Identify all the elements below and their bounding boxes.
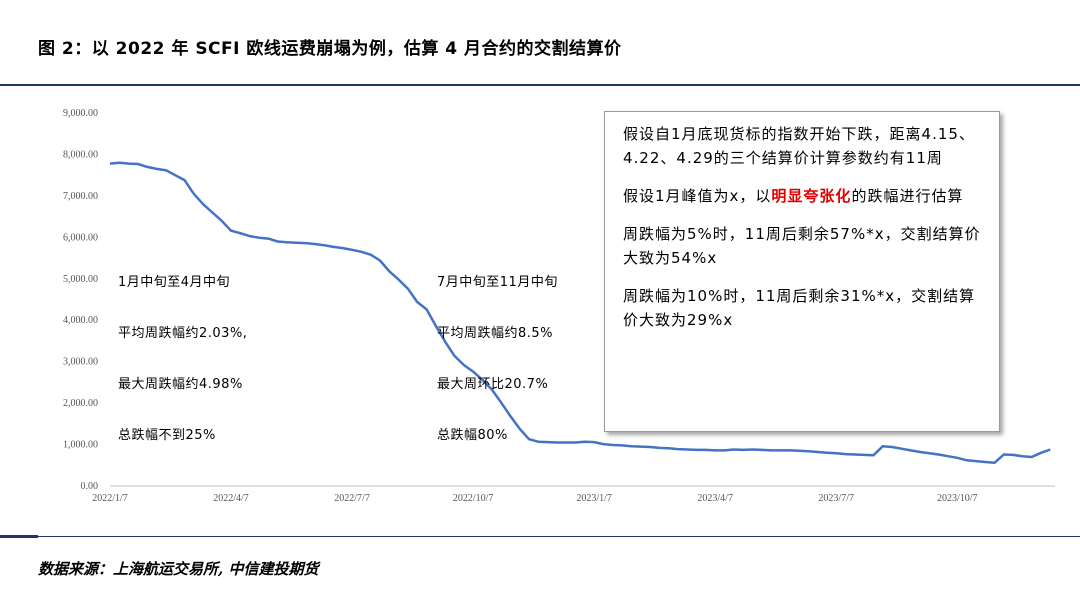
source-note: 数据来源：上海航运交易所, 中信建投期货 (38, 560, 319, 578)
note-paragraph-2: 假设1月峰值为x，以明显夸张化的跌幅进行估算 (623, 184, 989, 208)
y-tick-label: 4,000.00 (63, 315, 98, 326)
y-tick-label: 6,000.00 (63, 232, 98, 243)
annotation-line: 1月中旬至4月中旬 (118, 275, 231, 290)
y-tick-label: 8,000.00 (63, 149, 98, 160)
x-axis: 2022/1/7 2022/4/7 2022/7/7 2022/10/7 2023/1/… (92, 485, 1055, 504)
annotation-line: 平均周跌幅约8.5% (437, 326, 554, 341)
y-tick-label: 7,000.00 (63, 191, 98, 202)
annotation-line: 平均周跌幅约2.03%, (118, 326, 248, 341)
x-tick-label: 2023/7/7 (818, 493, 854, 504)
note-highlight: 明显夸张化 (771, 187, 852, 205)
x-tick-label: 2022/10/7 (453, 493, 494, 504)
x-tick-label: 2023/1/7 (576, 493, 612, 504)
x-tick-label: 2022/4/7 (213, 493, 249, 504)
annotation-second-period: 7月中旬至11月中旬 平均周跌幅约8.5% 最大周环比20.7% 总跌幅80% (437, 240, 558, 461)
bottom-rule-accent (0, 535, 38, 538)
series-line (109, 161, 1051, 465)
bottom-rule (0, 536, 1080, 537)
plot-area (109, 161, 1051, 465)
note-text: 的跌幅进行估算 (851, 187, 964, 205)
top-rule (0, 84, 1080, 86)
y-tick-label: 0.00 (81, 481, 99, 492)
y-tick-label: 9,000.00 (63, 108, 98, 119)
y-axis: 0.00 1,000.00 2,000.00 3,000.00 4,000.00 5,00… (63, 108, 98, 492)
annotation-line: 最大周跌幅约4.98% (118, 377, 243, 392)
annotation-line: 总跌幅80% (437, 428, 508, 443)
line-chart: 0.00 1,000.00 2,000.00 3,000.00 4,000.00 5,00… (63, 108, 1055, 504)
y-tick-label: 2,000.00 (63, 398, 98, 409)
x-tick-label: 2022/7/7 (334, 493, 370, 504)
x-tick-label: 2023/4/7 (697, 493, 733, 504)
annotation-line: 最大周环比20.7% (437, 377, 549, 392)
note-text: 假设1月峰值为x，以 (623, 187, 772, 205)
note-paragraph-1: 假设自1月底现货标的指数开始下跌，距离4.15、4.22、4.29的三个结算价计… (623, 125, 975, 167)
annotation-line: 总跌幅不到25% (118, 428, 216, 443)
y-tick-label: 1,000.00 (63, 440, 98, 451)
y-tick-label: 5,000.00 (63, 274, 98, 285)
figure-title: 图 2：以 2022 年 SCFI 欧线运费崩塌为例，估算 4 月合约的交割结算… (38, 39, 622, 59)
note-paragraph-3: 周跌幅为5%时，11周后剩余57%*x，交割结算价大致为54%x (623, 225, 981, 267)
x-tick-label: 2023/10/7 (937, 493, 978, 504)
annotation-first-period: 1月中旬至4月中旬 平均周跌幅约2.03%, 最大周跌幅约4.98% 总跌幅不到… (118, 240, 247, 461)
note-paragraph-4: 周跌幅为10%时，11周后剩余31%*x，交割结算价大致为29%x (623, 287, 976, 329)
annotation-line: 7月中旬至11月中旬 (437, 275, 558, 290)
x-tick-label: 2022/1/7 (92, 493, 128, 504)
y-tick-label: 3,000.00 (63, 357, 98, 368)
assumption-note-box: 假设自1月底现货标的指数开始下跌，距离4.15、4.22、4.29的三个结算价计… (604, 111, 1000, 432)
